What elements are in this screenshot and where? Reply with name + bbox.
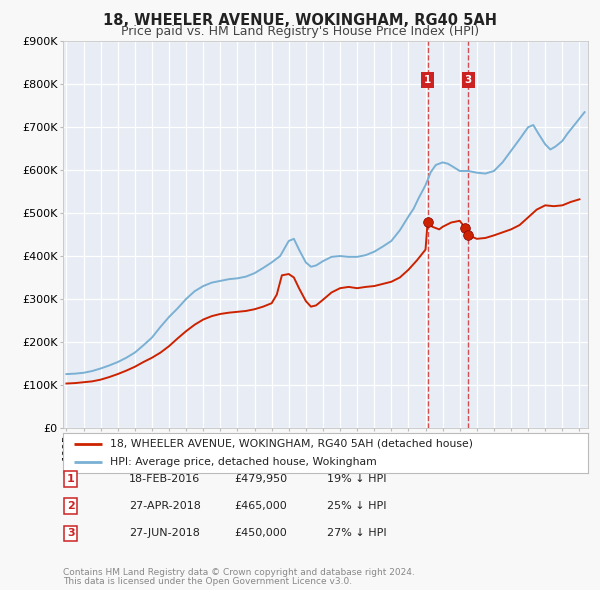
Text: 3: 3 [67, 529, 74, 538]
Text: 18, WHEELER AVENUE, WOKINGHAM, RG40 5AH (detached house): 18, WHEELER AVENUE, WOKINGHAM, RG40 5AH … [110, 439, 473, 449]
Text: 19% ↓ HPI: 19% ↓ HPI [327, 474, 386, 484]
Text: 27% ↓ HPI: 27% ↓ HPI [327, 529, 386, 538]
Text: 1: 1 [424, 75, 431, 85]
Text: Contains HM Land Registry data © Crown copyright and database right 2024.: Contains HM Land Registry data © Crown c… [63, 568, 415, 577]
Text: 3: 3 [464, 75, 472, 85]
Text: 27-JUN-2018: 27-JUN-2018 [129, 529, 200, 538]
Text: 27-APR-2018: 27-APR-2018 [129, 502, 201, 511]
Text: HPI: Average price, detached house, Wokingham: HPI: Average price, detached house, Woki… [110, 457, 377, 467]
Text: £465,000: £465,000 [234, 502, 287, 511]
Text: This data is licensed under the Open Government Licence v3.0.: This data is licensed under the Open Gov… [63, 578, 352, 586]
Text: 25% ↓ HPI: 25% ↓ HPI [327, 502, 386, 511]
Text: £450,000: £450,000 [234, 529, 287, 538]
Text: 18-FEB-2016: 18-FEB-2016 [129, 474, 200, 484]
Text: 1: 1 [67, 474, 74, 484]
Text: £479,950: £479,950 [234, 474, 287, 484]
Text: 18, WHEELER AVENUE, WOKINGHAM, RG40 5AH: 18, WHEELER AVENUE, WOKINGHAM, RG40 5AH [103, 13, 497, 28]
Text: 2: 2 [67, 502, 74, 511]
Text: Price paid vs. HM Land Registry's House Price Index (HPI): Price paid vs. HM Land Registry's House … [121, 25, 479, 38]
